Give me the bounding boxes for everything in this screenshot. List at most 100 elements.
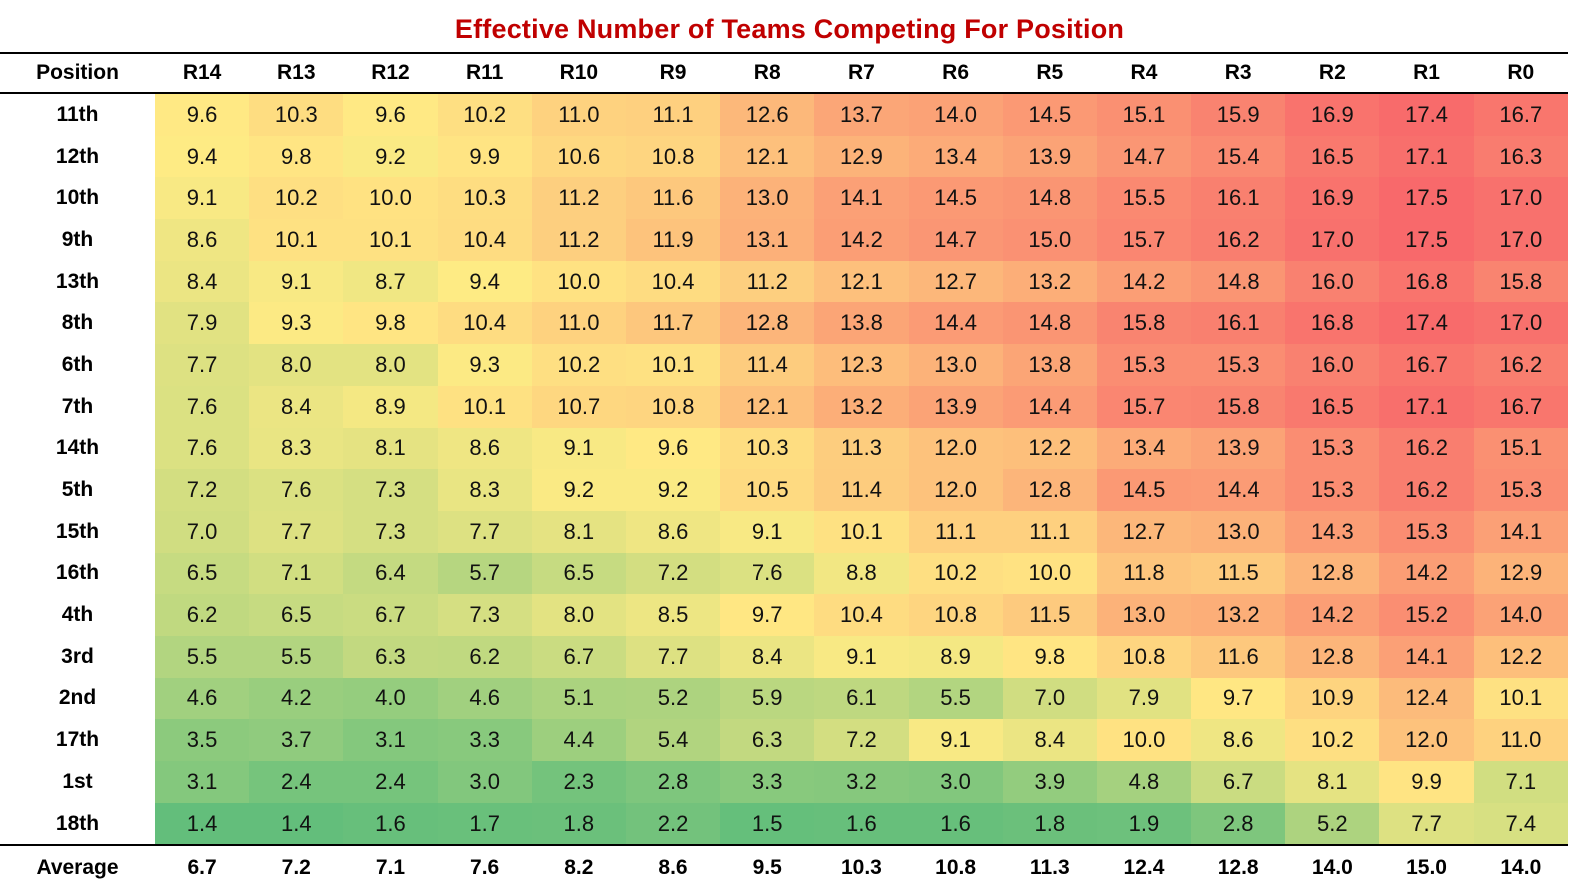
heatmap-cell: 11.6 bbox=[1191, 635, 1286, 678]
heatmap-cell: 7.2 bbox=[625, 552, 721, 595]
heatmap-cell: 17.1 bbox=[1379, 385, 1474, 428]
column-header: R1 bbox=[1379, 52, 1474, 94]
heatmap-cell: 11.2 bbox=[531, 219, 626, 261]
heatmap-cell: 7.2 bbox=[814, 719, 909, 761]
table-row: 2nd 4.6 4.2 4.0 4.6 5.1 5.2 5.9 6.1 5.5 7.0 7.9 9.7 1… bbox=[0, 677, 1568, 720]
heatmap-cell: 5.5 bbox=[155, 635, 250, 678]
heatmap-cell: 15.7 bbox=[1096, 219, 1192, 261]
heatmap-cell: 14.0 bbox=[908, 93, 1003, 136]
heatmap-cell: 9.8 bbox=[249, 135, 344, 178]
heatmap-cell: 9.1 bbox=[814, 635, 909, 678]
heatmap-cell: 12.3 bbox=[814, 344, 909, 386]
heatmap-cell: 13.9 bbox=[1002, 135, 1097, 178]
heatmap-cell: 1.4 bbox=[249, 802, 344, 846]
heatmap-cell: 7.1 bbox=[1473, 761, 1568, 803]
heatmap-cell: 10.0 bbox=[1096, 719, 1192, 761]
heatmap-cell: 13.0 bbox=[1096, 594, 1192, 636]
table-row: 14th 7.6 8.3 8.1 8.6 9.1 9.6 10.3 11.3 12.0 12.2 13… bbox=[0, 427, 1568, 470]
heatmap-cell: 5.1 bbox=[531, 677, 626, 720]
heatmap-cell: 10.3 bbox=[437, 177, 532, 220]
heatmap-table: Position R14 R13 R12 R11 R10 R9 R8 R7 R6 R5 R4 R3 R2… bbox=[0, 52, 1568, 891]
heatmap-cell: 17.1 bbox=[1379, 135, 1474, 178]
heatmap-cell: 11.1 bbox=[1002, 510, 1097, 553]
column-header: R8 bbox=[720, 52, 815, 94]
heatmap-cell: 10.2 bbox=[437, 93, 532, 136]
heatmap-cell: 11.8 bbox=[1096, 552, 1192, 595]
heatmap-cell: 14.5 bbox=[1096, 469, 1192, 511]
column-header: R10 bbox=[531, 52, 626, 94]
heatmap-cell: 11.4 bbox=[814, 469, 909, 511]
header-row: Position R14 R13 R12 R11 R10 R9 R8 R7 R6 R5 R4 R3 R2… bbox=[0, 52, 1568, 94]
heatmap-cell: 11.0 bbox=[1473, 719, 1568, 761]
heatmap-cell: 7.3 bbox=[343, 469, 438, 511]
heatmap-cell: 10.1 bbox=[343, 219, 438, 261]
heatmap-cell: 14.4 bbox=[908, 302, 1003, 345]
column-header: R0 bbox=[1473, 52, 1568, 94]
heatmap-cell: 9.3 bbox=[249, 302, 344, 345]
heatmap-cell: 1.8 bbox=[1002, 802, 1097, 846]
heatmap-cell: 6.3 bbox=[343, 635, 438, 678]
heatmap-cell: 12.7 bbox=[1096, 510, 1192, 553]
table-row: 16th 6.5 7.1 6.4 5.7 6.5 7.2 7.6 8.8 10.2 10.0 11.8… bbox=[0, 552, 1568, 595]
table-row: 15th 7.0 7.7 7.3 7.7 8.1 8.6 9.1 10.1 11.1 11.1 12.… bbox=[0, 510, 1568, 553]
heatmap-cell: 16.2 bbox=[1473, 344, 1568, 386]
heatmap-cell: 3.7 bbox=[249, 719, 344, 761]
table-row: 7th 7.6 8.4 8.9 10.1 10.7 10.8 12.1 13.2 13.9 14.4… bbox=[0, 385, 1568, 428]
heatmap-cell: 9.8 bbox=[343, 302, 438, 345]
heatmap-cell: 11.9 bbox=[625, 219, 721, 261]
heatmap-cell: 15.4 bbox=[1191, 135, 1286, 178]
heatmap-cell: 8.4 bbox=[720, 635, 815, 678]
heatmap-cell: 4.4 bbox=[531, 719, 626, 761]
heatmap-cell: 8.1 bbox=[1285, 761, 1380, 803]
heatmap-cell: 12.0 bbox=[908, 469, 1003, 511]
heatmap-cell: 9.2 bbox=[531, 469, 626, 511]
heatmap-cell: 16.0 bbox=[1285, 344, 1380, 386]
heatmap-cell: 16.5 bbox=[1285, 385, 1380, 428]
heatmap-cell: 16.7 bbox=[1379, 344, 1474, 386]
heatmap-cell: 7.0 bbox=[155, 510, 250, 553]
heatmap-cell: 12.4 bbox=[1379, 677, 1474, 720]
heatmap-cell: 15.8 bbox=[1096, 302, 1192, 345]
heatmap-cell: 16.1 bbox=[1191, 302, 1286, 345]
heatmap-cell: 5.4 bbox=[625, 719, 721, 761]
heatmap-cell: 12.8 bbox=[1002, 469, 1097, 511]
heatmap-cell: 15.3 bbox=[1473, 469, 1568, 511]
heatmap-cell: 14.5 bbox=[1002, 93, 1097, 136]
heatmap-cell: 3.0 bbox=[437, 761, 532, 803]
heatmap-cell: 17.0 bbox=[1473, 177, 1568, 220]
heatmap-cell: 8.4 bbox=[155, 260, 250, 303]
heatmap-cell: 8.4 bbox=[1002, 719, 1097, 761]
heatmap-cell: 9.1 bbox=[531, 427, 626, 470]
heatmap-cell: 16.9 bbox=[1285, 93, 1380, 136]
row-label: 1st bbox=[0, 761, 155, 803]
heatmap-cell: 12.1 bbox=[720, 385, 815, 428]
table-row: 13th 8.4 9.1 8.7 9.4 10.0 10.4 11.2 12.1 12.7 13.2… bbox=[0, 260, 1568, 303]
heatmap-cell: 8.8 bbox=[814, 552, 909, 595]
heatmap-cell: 15.3 bbox=[1285, 427, 1380, 470]
table-row: 11th 9.6 10.3 9.6 10.2 11.0 11.1 12.6 13.7 14.0 14… bbox=[0, 93, 1568, 136]
heatmap-cell: 15.8 bbox=[1473, 260, 1568, 303]
heatmap-cell: 1.9 bbox=[1096, 802, 1192, 846]
heatmap-cell: 11.0 bbox=[531, 93, 626, 136]
table-row: 17th 3.5 3.7 3.1 3.3 4.4 5.4 6.3 7.2 9.1 8.4 10.0 8.… bbox=[0, 719, 1568, 761]
heatmap-cell: 16.1 bbox=[1191, 177, 1286, 220]
heatmap-cell: 12.6 bbox=[720, 93, 815, 136]
column-header: R4 bbox=[1096, 52, 1192, 94]
average-cell: 9.5 bbox=[720, 844, 815, 891]
column-header: R9 bbox=[625, 52, 721, 94]
heatmap-cell: 2.3 bbox=[531, 761, 626, 803]
heatmap-cell: 6.1 bbox=[814, 677, 909, 720]
heatmap-cell: 13.2 bbox=[1002, 260, 1097, 303]
heatmap-cell: 8.6 bbox=[155, 219, 250, 261]
heatmap-cell: 9.6 bbox=[155, 93, 250, 136]
row-label: 17th bbox=[0, 719, 155, 761]
heatmap-cell: 7.1 bbox=[249, 552, 344, 595]
heatmap-cell: 8.0 bbox=[343, 344, 438, 386]
heatmap-cell: 16.2 bbox=[1379, 427, 1474, 470]
heatmap-cell: 14.1 bbox=[814, 177, 909, 220]
heatmap-cell: 11.3 bbox=[814, 427, 909, 470]
heatmap-cell: 9.8 bbox=[1002, 635, 1097, 678]
heatmap-cell: 4.6 bbox=[155, 677, 250, 720]
heatmap-cell: 9.1 bbox=[155, 177, 250, 220]
row-label: 11th bbox=[0, 93, 155, 136]
